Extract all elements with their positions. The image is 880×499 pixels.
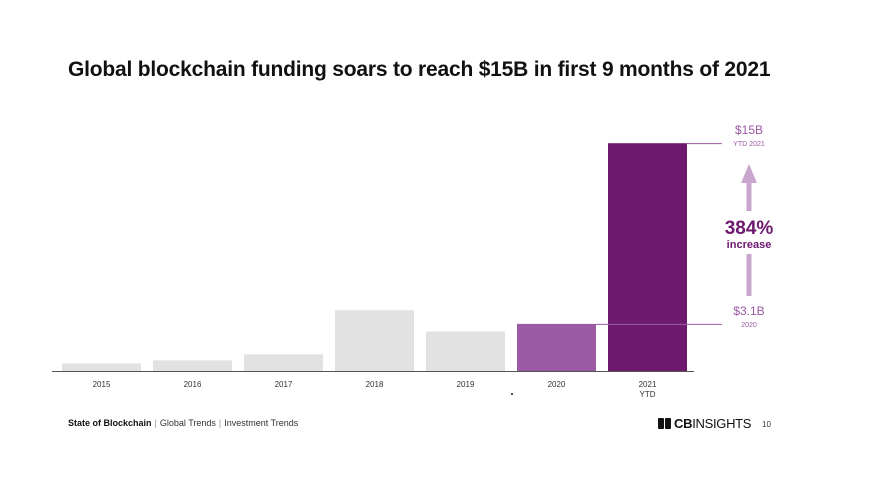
arrow-up-icon — [741, 164, 757, 183]
bar-0 — [62, 363, 141, 371]
arrow-shaft-lower — [746, 254, 752, 296]
bar-6 — [608, 143, 687, 371]
footer-breadcrumb: State of Blockchain | Global Trends | Invest… — [68, 418, 298, 428]
bottom-value-label: $3.1B — [733, 304, 764, 318]
x-tick-label: 2015 — [93, 380, 111, 389]
footer-source: State of Blockchain — [68, 418, 152, 428]
bar-4 — [426, 331, 505, 371]
footer-crumb-global: Global Trends — [159, 418, 216, 428]
change-percent-label: 384% — [725, 218, 774, 239]
bar-3 — [335, 310, 414, 371]
x-tick-label: YTD — [640, 390, 656, 399]
x-tick-label: 2020 — [548, 380, 566, 389]
bottom-sub-label: 2020 — [741, 322, 757, 329]
x-tick-label: 2018 — [366, 380, 384, 389]
arrow-shaft-upper — [746, 181, 752, 211]
bar-2 — [244, 354, 323, 371]
cbinsights-logo-icon — [658, 418, 672, 429]
stray-dot — [511, 393, 513, 395]
x-tick-label: 2016 — [184, 380, 202, 389]
footer-separator: | — [154, 418, 157, 428]
x-tick-label: 2019 — [457, 380, 475, 389]
footer-separator: | — [218, 418, 222, 428]
change-caption-label: increase — [727, 239, 772, 251]
chart-title: Global blockchain funding soars to reach… — [68, 58, 771, 81]
logo-text-rest: INSIGHTS — [692, 416, 752, 431]
bar-5 — [517, 323, 596, 371]
footer-crumb-investment: Investment Trends — [224, 418, 299, 428]
x-tick-label: 2021 — [639, 380, 657, 389]
bar-1 — [153, 360, 232, 371]
cbinsights-logo: CB INSIGHTS — [658, 416, 751, 431]
x-tick-label: 2017 — [275, 380, 293, 389]
top-sub-label: YTD 2021 — [733, 141, 765, 148]
page-number: 10 — [762, 420, 771, 429]
logo-text-bold: CB — [674, 416, 693, 431]
top-value-label: $15B — [735, 123, 763, 137]
